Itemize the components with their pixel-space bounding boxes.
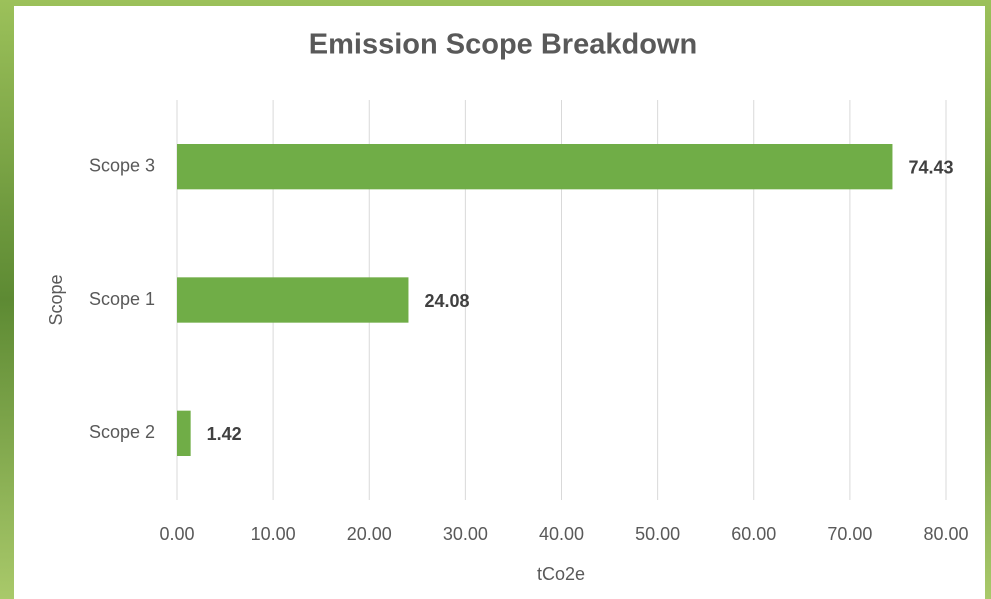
y-axis-title: Scope (46, 274, 66, 325)
x-tick-label: 10.00 (251, 524, 296, 544)
value-label: 24.08 (424, 291, 469, 311)
x-tick-label: 40.00 (539, 524, 584, 544)
mark-layer: Scope 3 74.43 Scope 1 24.08 Scope 2 1.42 (89, 144, 954, 456)
bar (177, 277, 409, 323)
bar (177, 410, 191, 456)
chart-title: Emission Scope Breakdown (309, 29, 697, 61)
x-axis-title: tCo2e (537, 564, 585, 584)
x-tick-label: 20.00 (347, 524, 392, 544)
bar (177, 144, 893, 190)
x-tick-label: 30.00 (443, 524, 488, 544)
chart-panel (14, 6, 985, 599)
x-tick-label: 60.00 (731, 524, 776, 544)
value-label: 74.43 (908, 157, 953, 177)
y-tick-label: Scope 3 (89, 155, 155, 175)
x-tick-label: 70.00 (827, 524, 872, 544)
y-tick-label: Scope 2 (89, 422, 155, 442)
x-tick-label: 50.00 (635, 524, 680, 544)
value-label: 1.42 (207, 424, 242, 444)
x-tick-label: 0.00 (159, 524, 194, 544)
y-tick-label: Scope 1 (89, 289, 155, 309)
x-tick-label: 80.00 (923, 524, 968, 544)
